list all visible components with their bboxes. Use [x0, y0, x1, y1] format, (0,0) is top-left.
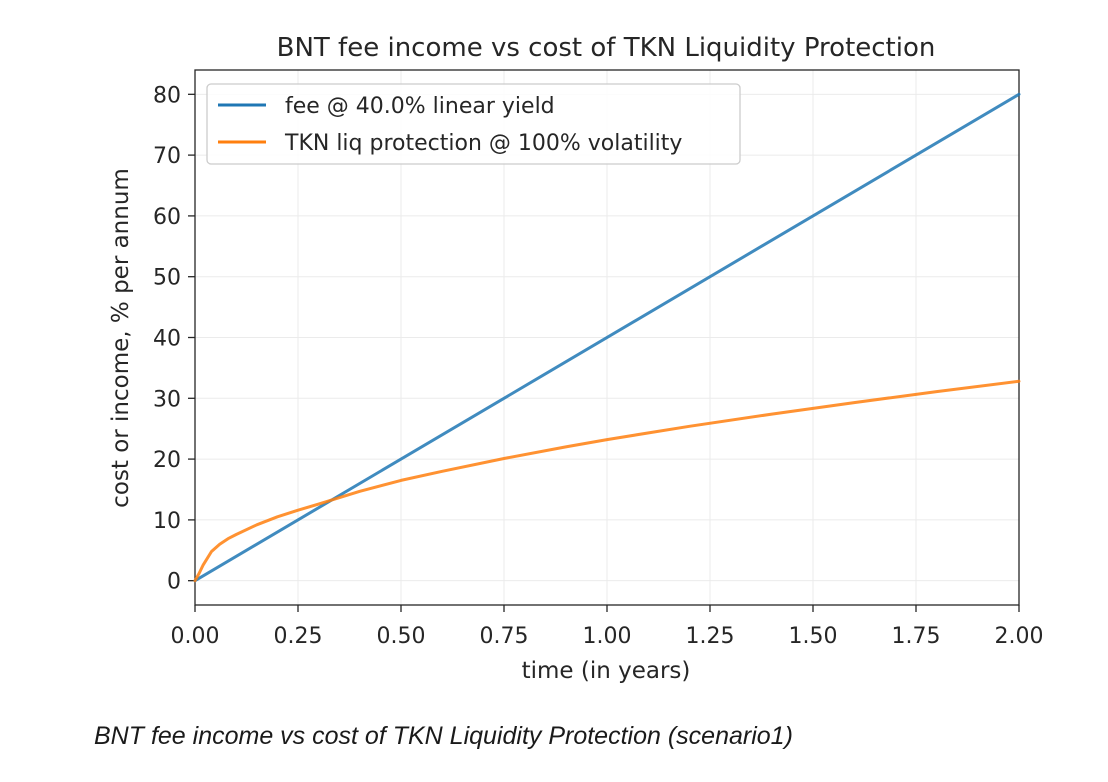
- y-axis-label: cost or income, % per annum: [108, 168, 134, 508]
- x-tick-label: 1.75: [892, 624, 941, 649]
- figure-caption: BNT fee income vs cost of TKN Liquidity …: [94, 722, 793, 750]
- y-tick-label: 60: [153, 205, 181, 230]
- series-lines: [193, 92, 1021, 583]
- x-tick-label: 1.25: [686, 624, 735, 649]
- x-axis: 0.00 0.25 0.50 0.75 1.00 1.25 1.50 1.75 2.00: [171, 605, 1044, 649]
- x-tick-label: 1.50: [789, 624, 838, 649]
- y-tick-label: 10: [153, 509, 181, 534]
- x-axis-label: time (in years): [522, 658, 691, 684]
- x-tick-label: 0.50: [377, 624, 426, 649]
- y-tick-label: 70: [153, 144, 181, 169]
- y-tick-label: 30: [153, 387, 181, 412]
- legend-box: [206, 83, 741, 165]
- legend-label-tkn: TKN liq protection @ 100% volatility: [284, 131, 682, 156]
- x-tick-label: 0.75: [480, 624, 529, 649]
- y-tick-label: 40: [153, 327, 181, 352]
- legend: fee @ 40.0% linear yield TKN liq protect…: [206, 83, 741, 165]
- y-tick-label: 0: [167, 570, 181, 595]
- y-axis: 0 10 20 30 40 50 60 70 80: [153, 83, 195, 595]
- line-chart: BNT fee income vs cost of TKN Liquidity …: [108, 33, 1044, 684]
- chart-title: BNT fee income vs cost of TKN Liquidity …: [277, 33, 936, 63]
- x-tick-label: 0.00: [171, 624, 220, 649]
- y-tick-label: 20: [153, 448, 181, 473]
- x-tick-label: 1.00: [583, 624, 632, 649]
- y-tick-label: 50: [153, 266, 181, 291]
- series-line-tkn-protection: [193, 379, 1021, 583]
- x-tick-label: 2.00: [995, 624, 1044, 649]
- y-tick-label: 80: [153, 83, 181, 108]
- legend-label-fee: fee @ 40.0% linear yield: [285, 94, 555, 119]
- x-tick-label: 0.25: [274, 624, 323, 649]
